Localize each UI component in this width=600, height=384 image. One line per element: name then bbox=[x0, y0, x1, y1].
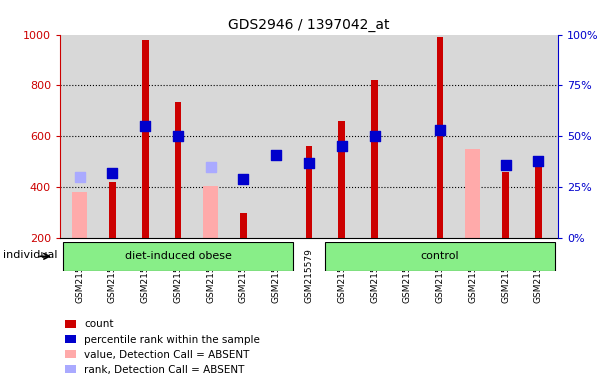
Bar bbox=[240, 213, 247, 238]
Bar bbox=[109, 182, 116, 238]
Bar bbox=[203, 186, 218, 238]
Point bbox=[533, 158, 543, 164]
Point bbox=[501, 162, 511, 168]
Bar bbox=[338, 121, 345, 238]
Text: individual: individual bbox=[3, 250, 58, 260]
Title: GDS2946 / 1397042_at: GDS2946 / 1397042_at bbox=[228, 18, 390, 32]
Legend: count, percentile rank within the sample, value, Detection Call = ABSENT, rank, : count, percentile rank within the sample… bbox=[65, 319, 260, 375]
Bar bbox=[535, 162, 542, 238]
Point bbox=[271, 152, 281, 158]
Bar bbox=[502, 172, 509, 238]
Point bbox=[239, 176, 248, 182]
Bar bbox=[63, 242, 293, 271]
Point bbox=[304, 160, 314, 166]
Point bbox=[370, 133, 379, 139]
Bar bbox=[175, 102, 181, 238]
Point bbox=[140, 123, 150, 129]
Point bbox=[75, 174, 85, 180]
Point bbox=[107, 170, 117, 176]
Bar bbox=[72, 192, 87, 238]
Text: diet-induced obese: diet-induced obese bbox=[125, 251, 232, 262]
Bar bbox=[466, 149, 480, 238]
Point bbox=[435, 127, 445, 133]
Point bbox=[173, 133, 183, 139]
Point bbox=[337, 144, 347, 150]
Bar bbox=[325, 242, 555, 271]
Bar bbox=[437, 37, 443, 238]
Text: control: control bbox=[421, 251, 460, 262]
Bar bbox=[305, 147, 313, 238]
Bar bbox=[371, 80, 378, 238]
Bar bbox=[142, 40, 149, 238]
Point bbox=[206, 164, 215, 170]
